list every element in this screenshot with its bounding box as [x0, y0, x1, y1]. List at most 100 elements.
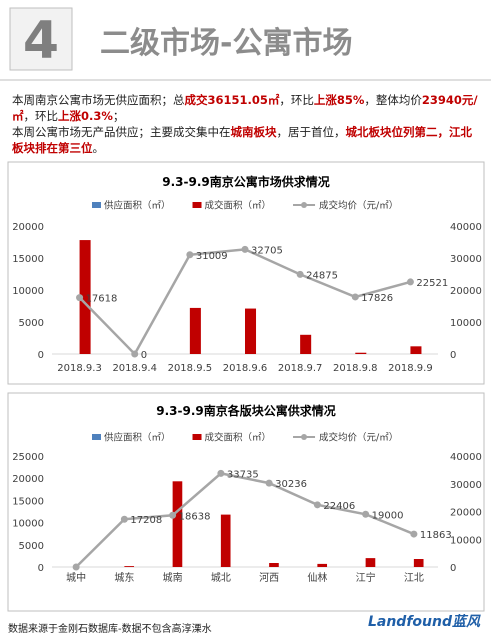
y-tick-label: 10000	[12, 519, 44, 530]
point	[76, 294, 84, 302]
y-tick-label: 0	[38, 350, 44, 361]
text-span: ；	[112, 109, 125, 123]
data-label: 22521	[416, 278, 448, 289]
data-label: 33735	[227, 469, 259, 480]
x-tick-label: 城中	[66, 571, 86, 584]
text-span: 本周南京公寓市场无供应面积；总	[12, 93, 185, 107]
data-label: 17618	[86, 294, 118, 305]
highlight-text: 城南板块	[230, 125, 277, 139]
source-note: 数据来源于金刚石数据库-数据不包含高淳溧水	[8, 622, 212, 635]
x-tick-label: 江宁	[356, 571, 376, 584]
y2-tick-label: 0	[450, 350, 456, 361]
y2-tick-label: 20000	[450, 508, 482, 519]
text-span: ，整体均价	[364, 93, 422, 107]
point	[186, 251, 194, 259]
chart-title: 9.3-9.9南京各版块公寓供求情况	[156, 403, 336, 418]
y2-tick-label: 40000	[450, 222, 482, 233]
bar	[410, 346, 422, 354]
x-tick-label: 2018.9.7	[278, 363, 323, 374]
legend-swatch	[92, 434, 101, 440]
section-number: 4	[23, 11, 59, 71]
point	[72, 563, 80, 571]
y-tick-label: 5000	[19, 541, 44, 552]
data-label: 24875	[306, 270, 338, 281]
y-tick-label: 10000	[12, 286, 44, 297]
bar	[300, 334, 312, 354]
chart-frame	[7, 392, 485, 612]
y2-tick-label: 10000	[450, 318, 482, 329]
number-box	[9, 7, 73, 71]
text-line: 本周南京公寓市场无供应面积；总成交36151.05㎡，环比上涨85%，整体均价2…	[12, 92, 482, 124]
legend-marker	[301, 202, 308, 208]
chart-title: 9.3-9.9南京公寓市场供求情况	[162, 174, 330, 189]
x-tick-label: 2018.9.3	[57, 363, 102, 374]
data-label: 17826	[361, 293, 393, 304]
text-span: ，环比	[279, 93, 314, 107]
chart-frame	[7, 161, 485, 385]
y-tick-label: 20000	[12, 222, 44, 233]
x-tick-label: 城东	[114, 571, 134, 584]
point	[351, 293, 359, 301]
legend-marker	[301, 434, 308, 440]
bar	[413, 559, 424, 567]
point	[313, 501, 321, 509]
point	[120, 515, 128, 523]
legend-label: 成交面积（㎡）	[205, 200, 272, 212]
section-title: 二级市场-公寓市场	[100, 26, 352, 61]
legend-label: 成交面积（㎡）	[205, 432, 272, 444]
data-label: 30236	[275, 479, 307, 490]
legend-swatch	[192, 202, 202, 208]
y-tick-label: 5000	[19, 318, 44, 329]
y2-tick-label: 40000	[450, 452, 482, 463]
data-label: 31009	[196, 251, 228, 262]
text-span: ，居于首位，	[276, 125, 346, 139]
bar	[189, 307, 201, 354]
bar	[365, 558, 376, 567]
bar	[317, 563, 328, 567]
highlight-text: 23940元/㎡	[12, 93, 478, 123]
text-span: 本周公寓市场无产品供应；主要成交集中在	[12, 125, 231, 139]
point	[169, 511, 177, 519]
summary-text: 本周南京公寓市场无供应面积；总成交36151.05㎡，环比上涨85%，整体均价2…	[12, 92, 482, 156]
y-tick-label: 25000	[12, 452, 44, 463]
text-span: ，环比	[23, 109, 59, 123]
highlight-text: 上涨85%	[313, 93, 365, 107]
x-tick-label: 城北	[211, 572, 231, 584]
data-label: 19000	[372, 510, 404, 521]
y2-tick-label: 30000	[450, 254, 482, 265]
y2-tick-label: 0	[450, 563, 456, 574]
text-line: 本周公寓市场无产品供应；主要成交集中在城南板块，居于首位，城北板块位列第二，江北…	[12, 124, 482, 156]
data-label: 18638	[179, 511, 211, 522]
data-label: 32705	[251, 245, 283, 256]
y-tick-label: 15000	[12, 496, 44, 507]
y-tick-label: 20000	[12, 474, 44, 485]
point	[406, 278, 414, 286]
legend-swatch	[92, 202, 101, 208]
bar	[124, 566, 135, 567]
data-label: 11863	[420, 530, 452, 541]
legend-swatch	[192, 434, 202, 440]
legend-label: 成交均价（元/㎡）	[319, 432, 398, 444]
x-tick-label: 2018.9.5	[168, 363, 213, 374]
legend-label: 成交均价（元/㎡）	[319, 200, 398, 212]
x-tick-label: 城南	[163, 571, 183, 584]
price-line	[75, 472, 415, 568]
bar	[79, 240, 91, 354]
y2-tick-label: 30000	[450, 480, 482, 491]
point	[241, 245, 249, 253]
legend-label: 供应面积（㎡）	[104, 200, 171, 212]
point	[265, 479, 273, 487]
x-tick-label: 2018.9.8	[333, 363, 378, 374]
bar	[355, 352, 367, 354]
logo: Landfound蓝风	[368, 613, 481, 630]
point	[362, 510, 370, 518]
data-label: 17208	[130, 515, 162, 526]
point	[296, 270, 304, 278]
x-tick-label: 2018.9.9	[388, 363, 433, 374]
point	[217, 469, 225, 477]
x-tick-label: 江北	[404, 572, 424, 584]
y-tick-label: 0	[38, 563, 44, 574]
bar	[245, 308, 257, 354]
legend-label: 供应面积（㎡）	[104, 432, 171, 444]
data-label: 22406	[323, 501, 355, 512]
